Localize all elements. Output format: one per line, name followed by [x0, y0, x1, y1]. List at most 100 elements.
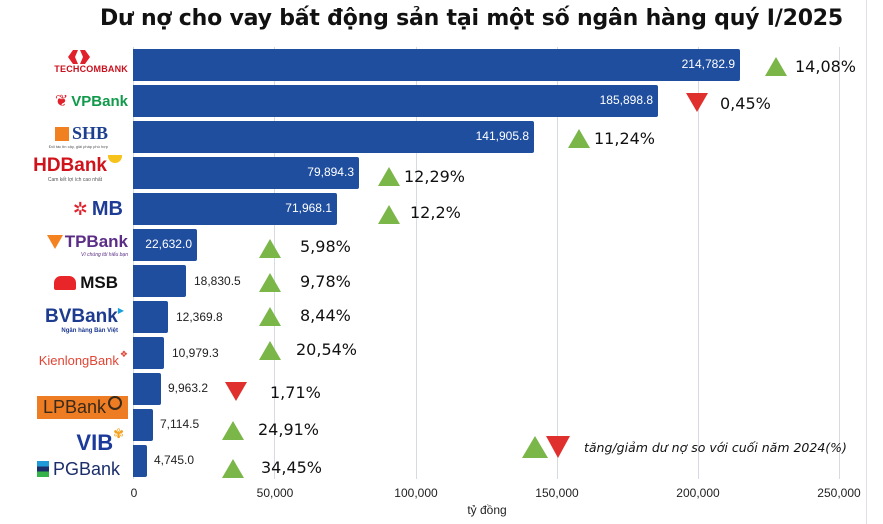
logo-vpbank: ❦ VPBank	[8, 84, 128, 118]
bar-value: 22,632.0	[145, 237, 192, 251]
logo-tagline: Ngân hàng Bản Việt	[61, 328, 118, 334]
gridline-200000	[698, 47, 699, 479]
bar-hdbank: 79,894.3	[133, 157, 359, 189]
bar-value: 9,963.2	[168, 381, 209, 395]
plot-area	[133, 47, 840, 479]
mb-star-icon: ✲	[72, 198, 88, 219]
legend-down-icon	[546, 436, 570, 458]
x-axis-label: tỷ đồng	[467, 503, 507, 517]
logo-label: BVBank	[44, 306, 118, 327]
bar-value: 12,369.8	[176, 310, 223, 324]
triangle-up-icon	[378, 205, 400, 224]
chart-title: Dư nợ cho vay bất động sản tại một số ng…	[99, 6, 844, 31]
change-pct: 24,91%	[258, 420, 320, 439]
logo-label: VIB	[76, 430, 114, 455]
logo-vib: VIB ✾	[8, 426, 128, 460]
logo-bvbank: BVBank ▶ Ngân hàng Bản Việt	[8, 303, 128, 337]
logo-label: KienlongBank	[38, 352, 119, 368]
bar-value: 4,745.0	[154, 453, 195, 467]
logo-tpbank: TPBank Vì chúng tôi hiểu bạn	[8, 228, 128, 262]
logo-msb: MSB	[8, 266, 128, 300]
tpbank-icon	[46, 235, 63, 249]
bar-value: 141,905.8	[475, 129, 529, 143]
bar-shb: 141,905.8	[133, 121, 534, 153]
triangle-up-icon	[259, 341, 281, 360]
bar-pgbank	[133, 445, 147, 477]
x-tick-label: 50,000	[256, 486, 294, 500]
gridline-0	[133, 47, 134, 479]
change-pct: 14,08%	[795, 57, 857, 76]
bar-bvbank	[133, 301, 168, 333]
triangle-up-icon	[765, 57, 787, 76]
gridline-250000	[839, 47, 840, 479]
change-pct: 20,54%	[296, 340, 358, 359]
bar-vpbank: 185,898.8	[133, 85, 658, 117]
logo-label: PGBank	[52, 458, 120, 479]
logo-label: MSB	[80, 273, 118, 292]
bar-lpbank	[133, 373, 161, 405]
hdbank-icon	[108, 155, 122, 163]
bar-value: 18,830.5	[194, 274, 241, 288]
bvbank-icon: ▶	[117, 306, 124, 315]
logo-label: SHB	[71, 123, 108, 143]
change-pct: 0,45%	[720, 94, 771, 113]
x-tick-label: 100,000	[394, 486, 438, 500]
gridline-150000	[557, 47, 558, 479]
x-tick-label: 200,000	[676, 486, 720, 500]
logo-label: TPBank	[64, 232, 128, 251]
x-tick-label: 150,000	[535, 486, 579, 500]
logo-pgbank: PGBank	[8, 452, 128, 486]
logo-tagline: Đối tác tin cậy, giải pháp phù hợp	[48, 144, 108, 149]
gridline-50000	[274, 47, 275, 479]
logo-hdbank: HDBank Cam kết lợi ích cao nhất	[8, 152, 128, 186]
x-tick-label: 250,000	[817, 486, 861, 500]
msb-icon	[54, 276, 77, 290]
triangle-up-icon	[259, 273, 281, 292]
logo-label: LPBank	[42, 396, 106, 417]
pgbank-icon	[36, 461, 49, 477]
logo-label: MB	[91, 197, 123, 220]
logo-tagline: Cam kết lợi ích cao nhất	[47, 177, 102, 183]
bar-value: 71,968.1	[285, 201, 332, 215]
bar-value: 214,782.9	[681, 57, 735, 71]
bar-value: 7,114.5	[160, 417, 200, 431]
frame-border	[866, 0, 867, 524]
vpbank-icon: ❦	[54, 93, 69, 110]
triangle-down-icon	[225, 382, 247, 401]
triangle-up-icon	[222, 459, 244, 478]
logo-kienlongbank: KienlongBank ❖	[8, 343, 128, 377]
logo-label: TECHCOMBANK	[54, 64, 128, 74]
change-pct: 11,24%	[594, 129, 656, 148]
logo-label: VPBank	[71, 92, 128, 110]
change-pct: 12,29%	[404, 167, 466, 186]
bar-kienlongbank	[133, 337, 164, 369]
triangle-up-icon	[259, 239, 281, 258]
triangle-up-icon	[222, 421, 244, 440]
bar-techcombank: 214,782.9	[133, 49, 740, 81]
bar-value: 185,898.8	[599, 93, 653, 107]
triangle-up-icon	[568, 129, 590, 148]
legend: tăng/giảm dư nợ so với cuối năm 2024(%)	[522, 436, 847, 458]
logo-techcombank: TECHCOMBANK	[8, 45, 128, 79]
legend-label: tăng/giảm dư nợ so với cuối năm 2024(%)	[584, 439, 847, 455]
bar-msb	[133, 265, 186, 297]
change-pct: 34,45%	[261, 458, 323, 477]
x-tick-label: 0	[130, 486, 138, 500]
logo-mb: ✲ MB	[8, 192, 128, 226]
logo-lpbank: LPBank	[8, 393, 128, 421]
techcombank-icon	[68, 50, 90, 64]
vib-icon: ✾	[113, 426, 124, 441]
triangle-up-icon	[378, 167, 400, 186]
logo-shb: SHB Đối tác tin cậy, giải pháp phù hợp	[8, 119, 128, 153]
change-pct: 1,71%	[270, 383, 321, 402]
change-pct: 9,78%	[300, 272, 351, 291]
change-pct: 5,98%	[300, 237, 351, 256]
kienlongbank-icon: ❖	[119, 349, 128, 359]
lpbank-icon	[108, 396, 122, 410]
triangle-down-icon	[686, 93, 708, 112]
logo-tagline: Vì chúng tôi hiểu bạn	[81, 252, 128, 258]
triangle-up-icon	[259, 307, 281, 326]
shb-icon	[54, 126, 69, 141]
bar-value: 79,894.3	[307, 165, 354, 179]
change-pct: 8,44%	[300, 306, 351, 325]
